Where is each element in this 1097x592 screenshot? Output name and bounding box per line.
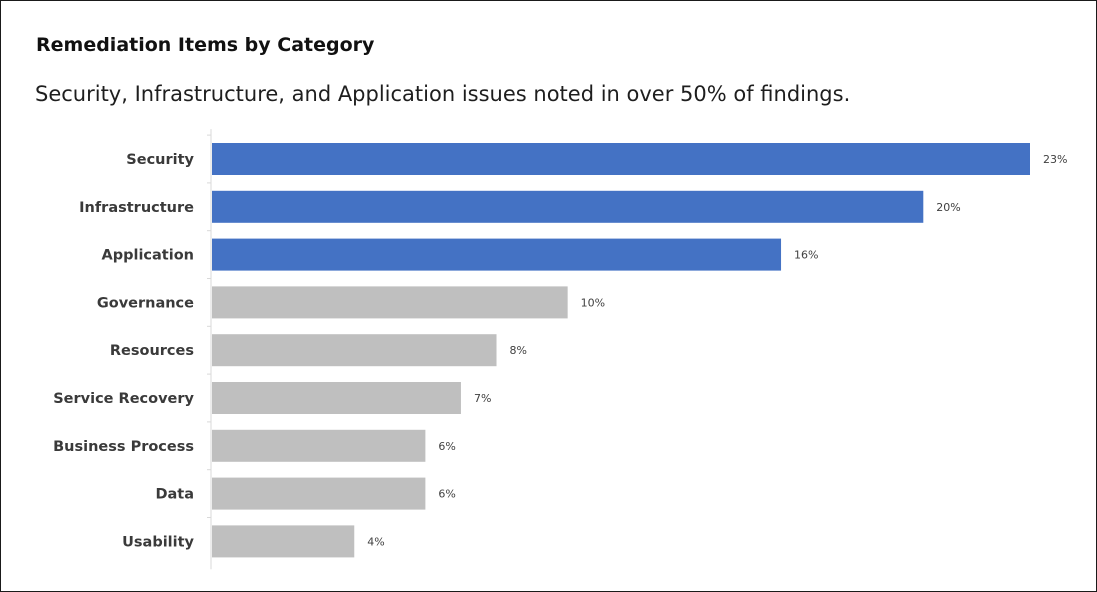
bar-resources [212,334,497,367]
bar-security [212,143,1030,175]
value-label-business-process: 6% [438,440,455,453]
category-label-business-process: Business Process [53,439,194,455]
value-label-application: 16% [794,249,818,262]
value-label-service-recovery: 7% [474,392,491,405]
value-label-resources: 8% [510,344,527,357]
value-label-data: 6% [438,488,455,501]
chart-subtitle: Security, Infrastructure, and Applicatio… [35,82,851,106]
category-label-service-recovery: Service Recovery [53,391,194,407]
value-label-security: 23% [1043,153,1067,166]
category-label-infrastructure: Infrastructure [79,200,194,216]
category-label-application: Application [102,248,195,264]
value-label-usability: 4% [367,535,384,548]
category-label-usability: Usability [122,534,194,550]
chart-title: Remediation Items by Category [36,34,375,56]
bar-business-process [212,429,426,462]
category-label-governance: Governance [97,295,194,311]
category-label-resources: Resources [110,343,194,359]
bar-application [212,238,782,271]
bar-infrastructure [212,190,924,223]
bar-governance [212,286,568,319]
bar-service-recovery [212,382,461,414]
category-label-data: Data [155,487,194,503]
value-label-infrastructure: 20% [936,201,960,214]
bar-usability [212,525,355,558]
category-label-security: Security [126,152,194,168]
bar-data [212,477,426,510]
value-label-governance: 10% [581,296,605,309]
